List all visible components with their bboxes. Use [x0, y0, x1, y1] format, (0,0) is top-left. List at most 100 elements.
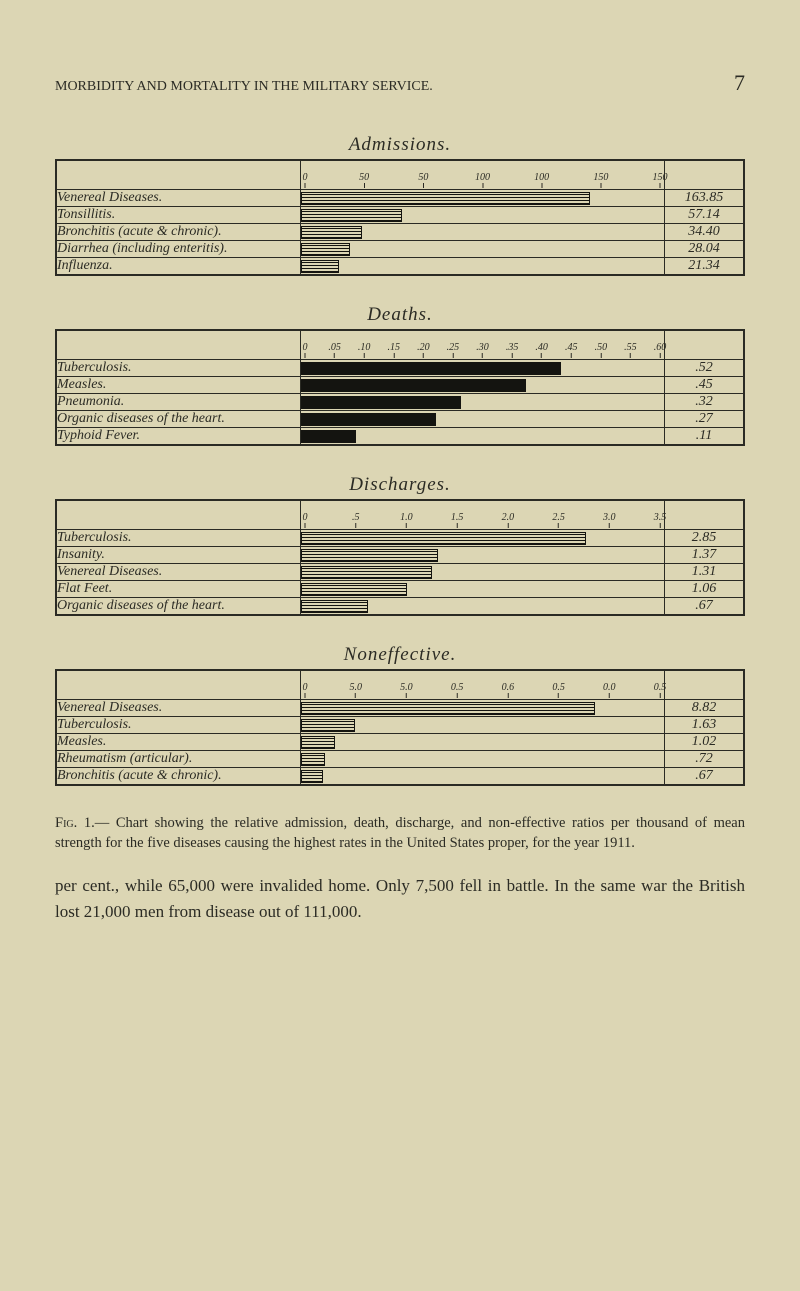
axis-tick: 0.0 — [603, 682, 616, 698]
row-value: 1.63 — [665, 717, 745, 734]
chart-noneffective: Noneffective.05.05.00.50.60.50.00.5Vener… — [55, 644, 745, 786]
axis-tick: 150 — [593, 172, 608, 188]
bar — [301, 770, 323, 783]
table-row: Venereal Diseases. 8.82 — [56, 700, 744, 717]
chart-deaths: Deaths.0.05.10.15.20.25.30.35.40.45.50.5… — [55, 304, 745, 446]
row-label: Tuberculosis. — [56, 530, 301, 547]
row-label: Rheumatism (articular). — [56, 751, 301, 768]
bar — [301, 243, 350, 256]
axis-tick: 0 — [303, 172, 308, 188]
axis-tick: .30 — [476, 342, 489, 358]
axis-tick: .35 — [506, 342, 519, 358]
axis-tick: 5.0 — [349, 682, 362, 698]
row-label: Venereal Diseases. — [56, 564, 301, 581]
bar-cell — [301, 394, 665, 411]
axis-tick: 0.5 — [552, 682, 565, 698]
bar-cell — [301, 360, 665, 377]
axis-spacer — [56, 330, 301, 360]
axis-tick: .15 — [388, 342, 401, 358]
axis-tick: .40 — [535, 342, 548, 358]
axis-cell: 0.51.01.52.02.53.03.5 — [301, 500, 665, 530]
bar — [301, 396, 461, 409]
row-value: 1.31 — [665, 564, 745, 581]
bar — [301, 719, 355, 732]
bar-cell — [301, 190, 665, 207]
bar — [301, 430, 356, 443]
page-number: 7 — [734, 70, 745, 96]
bar — [301, 532, 586, 545]
row-value: 1.37 — [665, 547, 745, 564]
bar-cell — [301, 598, 665, 616]
bar-cell — [301, 564, 665, 581]
row-value: 28.04 — [665, 241, 745, 258]
row-label: Measles. — [56, 377, 301, 394]
table-row: Measles. .45 — [56, 377, 744, 394]
row-label: Tuberculosis. — [56, 717, 301, 734]
chart-title: Admissions. — [55, 134, 745, 156]
table-row: Tuberculosis. 1.63 — [56, 717, 744, 734]
row-value: .67 — [665, 768, 745, 786]
table-row: Venereal Diseases. 1.31 — [56, 564, 744, 581]
bar-cell — [301, 717, 665, 734]
body-paragraph: per cent., while 65,000 were invalided h… — [55, 873, 745, 926]
table-row: Flat Feet.1.06 — [56, 581, 744, 598]
row-label: Bronchitis (acute & chronic). — [56, 224, 301, 241]
axis-tick: .60 — [654, 342, 667, 358]
bar-cell — [301, 751, 665, 768]
axis-tick: 3.0 — [603, 512, 616, 528]
chart-title: Noneffective. — [55, 644, 745, 666]
row-value: 8.82 — [665, 700, 745, 717]
bar-cell — [301, 411, 665, 428]
bar — [301, 549, 438, 562]
bar — [301, 379, 526, 392]
row-value: .72 — [665, 751, 745, 768]
row-value: 163.85 — [665, 190, 745, 207]
row-value: 21.34 — [665, 258, 745, 276]
axis-tick: 100 — [475, 172, 490, 188]
axis-tick: 0.5 — [451, 682, 464, 698]
axis-tick: 50 — [418, 172, 428, 188]
axis-tick: .55 — [624, 342, 637, 358]
axis-spacer — [56, 670, 301, 700]
row-label: Influenza. — [56, 258, 301, 276]
table-row: Bronchitis (acute & chronic)..67 — [56, 768, 744, 786]
axis-tick: 0.6 — [502, 682, 515, 698]
chart-title: Discharges. — [55, 474, 745, 496]
row-label: Organic diseases of the heart. — [56, 598, 301, 616]
figure-caption-lead: Fig. 1. — [55, 815, 95, 831]
row-label: Pneumonia. — [56, 394, 301, 411]
bar-cell — [301, 258, 665, 276]
row-label: Organic diseases of the heart. — [56, 411, 301, 428]
axis-tick: 0 — [303, 682, 308, 698]
figure-caption: Fig. 1.— Chart showing the relative admi… — [55, 814, 745, 853]
row-value: 1.06 — [665, 581, 745, 598]
bar — [301, 413, 436, 426]
bar — [301, 566, 432, 579]
row-label: Venereal Diseases. — [56, 700, 301, 717]
bar-cell — [301, 428, 665, 446]
row-label: Tonsillitis. — [56, 207, 301, 224]
axis-tick: 150 — [653, 172, 668, 188]
row-label: Measles. — [56, 734, 301, 751]
axis-tick: .05 — [328, 342, 341, 358]
row-value: .45 — [665, 377, 745, 394]
bar-cell — [301, 207, 665, 224]
axis-cell: 05.05.00.50.60.50.00.5 — [301, 670, 665, 700]
bar-cell — [301, 241, 665, 258]
row-label: Tuberculosis. — [56, 360, 301, 377]
bar — [301, 753, 325, 766]
table-row: Typhoid Fever..11 — [56, 428, 744, 446]
bar-cell — [301, 768, 665, 786]
axis-tick: 2.5 — [552, 512, 565, 528]
axis-tick: 1.5 — [451, 512, 464, 528]
bar — [301, 209, 402, 222]
bar-cell — [301, 224, 665, 241]
row-value: .67 — [665, 598, 745, 616]
axis-tick: 3.5 — [654, 512, 667, 528]
axis-spacer — [665, 160, 745, 190]
row-value: 2.85 — [665, 530, 745, 547]
bar — [301, 736, 335, 749]
row-label: Typhoid Fever. — [56, 428, 301, 446]
axis-tick: .45 — [565, 342, 578, 358]
row-value: .27 — [665, 411, 745, 428]
